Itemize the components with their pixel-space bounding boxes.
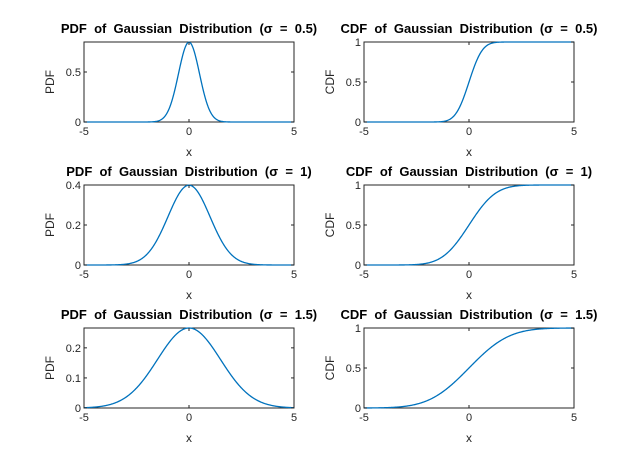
x-tick-label: 0 [466,269,472,281]
y-tick-label: 0.5 [346,363,361,375]
y-axis-label: PDF [43,356,57,380]
x-tick-label: 0 [186,126,192,138]
x-tick-label: -5 [359,126,369,138]
x-tick-label: -5 [79,412,89,424]
y-tick-label: 0 [355,403,361,415]
y-tick-label: 0.2 [66,343,81,355]
subplot-title: PDF of Gaussian Distribution (σ = 1) [66,164,311,179]
y-tick-label: 0 [75,260,81,272]
y-tick-label: 0.5 [346,77,361,89]
axes-frame [83,327,295,409]
x-tick-label: 5 [291,269,297,281]
x-tick-label: 0 [186,412,192,424]
y-tick-label: 0.5 [66,67,81,79]
subplot-title: CDF of Gaussian Distribution (σ = 0.5) [340,21,597,36]
y-axis-label: CDF [323,70,337,95]
y-tick-label: 0.1 [66,373,81,385]
x-axis-label: x [466,145,472,159]
y-axis-label: PDF [43,213,57,237]
y-axis-label: CDF [323,213,337,238]
y-tick-label: 0.5 [346,220,361,232]
subplot-title: PDF of Gaussian Distribution (σ = 0.5) [61,21,317,36]
x-tick-label: -5 [359,269,369,281]
x-tick-label: 5 [571,126,577,138]
y-tick-label: 0 [75,117,81,129]
x-tick-label: 0 [466,412,472,424]
x-axis-label: x [186,288,192,302]
x-tick-label: -5 [79,269,89,281]
y-tick-label: 1 [355,180,361,192]
x-tick-label: 0 [186,269,192,281]
y-axis-label: PDF [43,70,57,94]
x-tick-label: -5 [359,412,369,424]
series-line [364,184,574,266]
x-tick-label: 5 [291,126,297,138]
subplot-title: CDF of Gaussian Distribution (σ = 1) [346,164,592,179]
y-tick-label: 1 [355,323,361,335]
y-tick-label: 0 [355,260,361,272]
axes-frame [83,184,295,266]
x-axis-label: x [186,431,192,445]
x-tick-label: 0 [466,126,472,138]
series-line [364,41,574,123]
subplot-title: CDF of Gaussian Distribution (σ = 1.5) [340,307,597,322]
x-axis-label: x [186,145,192,159]
y-tick-label: 0 [75,403,81,415]
x-axis-label: x [466,431,472,445]
x-tick-label: -5 [79,126,89,138]
x-tick-label: 5 [571,412,577,424]
y-axis-label: CDF [323,356,337,381]
axes-frame [83,41,295,123]
y-tick-label: 1 [355,37,361,49]
series-line [363,327,575,409]
subplot-title: PDF of Gaussian Distribution (σ = 1.5) [61,307,317,322]
x-axis-label: x [466,288,472,302]
y-tick-label: 0.4 [66,180,81,192]
y-tick-label: 0 [355,117,361,129]
x-tick-label: 5 [571,269,577,281]
y-tick-label: 0.2 [66,220,81,232]
x-tick-label: 5 [291,412,297,424]
